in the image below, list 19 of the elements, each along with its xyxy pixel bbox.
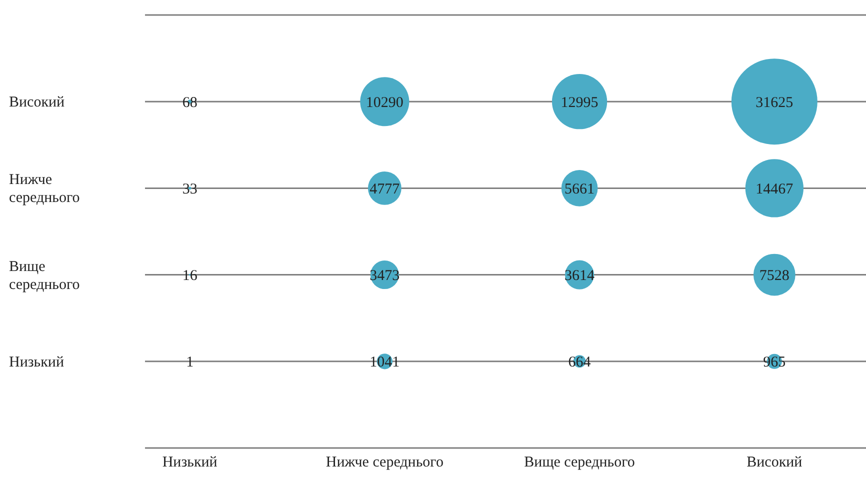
y-tick-label: Вище середнього: [9, 258, 80, 293]
data-label: 10290: [366, 94, 404, 111]
data-label: 3473: [370, 268, 400, 284]
data-label: 3614: [564, 268, 596, 284]
y-tick-label: Низький: [9, 354, 64, 370]
data-label: 14467: [756, 182, 794, 198]
x-tick-label: Високий: [746, 454, 802, 471]
data-label: 965: [763, 354, 786, 371]
data-label: 7528: [759, 268, 790, 284]
data-label: 31625: [756, 94, 794, 111]
x-tick-label: Нижче середнього: [326, 454, 444, 471]
y-tick-label: Високий: [9, 94, 65, 111]
data-label: 12995: [560, 94, 598, 111]
x-tick-label: Вище середнього: [524, 454, 635, 471]
data-label: 5661: [564, 182, 595, 198]
x-tick-label: Низький: [162, 454, 218, 471]
y-tick-label: Нижче середнього: [9, 172, 80, 206]
data-label: 1041: [370, 354, 400, 371]
data-label: 4777: [370, 182, 400, 198]
